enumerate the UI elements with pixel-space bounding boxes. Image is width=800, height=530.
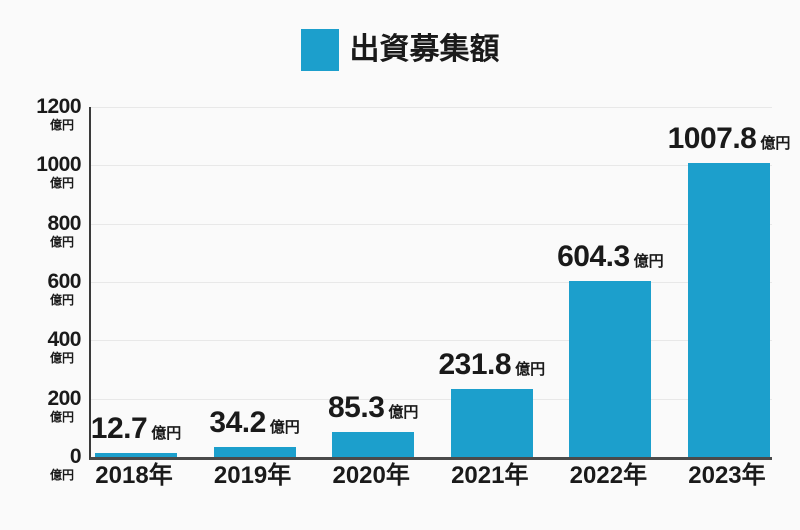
y-tick-label: 1200 億円 [5, 96, 81, 131]
y-tick-label: 1000 億円 [5, 154, 81, 189]
plot-area: 12.7 億円 34.2 億円 85.3 億円 231.8 億円 604.3 億円 1007.8 億円 [89, 107, 790, 460]
bars-container: 12.7 億円 34.2 億円 85.3 億円 231.8 億円 604.3 億円 1007.8 億円 [91, 107, 790, 457]
gridline [91, 223, 772, 225]
y-tick-value: 1000 [36, 153, 81, 177]
bar [332, 432, 415, 457]
y-tick-label: 0 億円 [5, 445, 82, 482]
x-axis-label: 2019年 [213, 462, 292, 489]
bar-value: 1007.8 [667, 122, 757, 156]
x-axis-label: 2023年 [688, 462, 766, 489]
bar-value-label: 12.7 億円 [91, 414, 181, 444]
y-tick-value: 0 [69, 445, 82, 468]
y-tick-value: 800 [47, 211, 81, 235]
y-tick-label: 600 億円 [5, 271, 81, 306]
bar-value-label: 604.3 億円 [557, 239, 664, 273]
y-tick-unit: 億円 [49, 176, 74, 191]
bar-slot-2021年: 231.8 億円 [438, 107, 545, 457]
bar-value-label: 231.8 億円 [438, 350, 545, 380]
bar-slot-2018年: 12.7 億円 [91, 107, 181, 457]
bar-value: 12.7 [90, 412, 148, 446]
bar [450, 389, 533, 457]
bar [213, 447, 296, 457]
y-tick-label: 800 億円 [5, 213, 81, 248]
bar-value-unit: 億円 [515, 361, 546, 379]
y-tick-unit: 億円 [49, 468, 74, 482]
x-axis-labels: 2018年 2019年 2020年 2021年 2022年 2023年 [89, 462, 770, 489]
x-axis-label: 2020年 [332, 462, 410, 489]
y-tick-value: 600 [47, 270, 81, 293]
bar-value-unit: 億円 [151, 425, 182, 443]
x-axis-label: 2022年 [569, 462, 648, 489]
bar-slot-2022年: 604.3 億円 [557, 107, 664, 457]
gridline [91, 165, 772, 167]
bar-value-label: 1007.8 億円 [668, 124, 791, 154]
gridline [91, 340, 772, 342]
bar-value-unit: 億円 [388, 404, 419, 422]
y-tick-unit: 億円 [49, 409, 74, 424]
bar [687, 163, 770, 457]
gridline [91, 107, 772, 108]
x-axis-label: 2021年 [451, 462, 529, 489]
y-tick-label: 400 億円 [5, 329, 81, 364]
chart-legend: 出資募集額 [0, 29, 800, 71]
bar-value: 231.8 [438, 348, 512, 382]
y-tick-value: 200 [47, 386, 81, 410]
bar-value-label: 85.3 億円 [328, 393, 418, 423]
gridline [91, 282, 772, 283]
bar-value-label: 34.2 億円 [209, 408, 299, 438]
bar-value: 85.3 [327, 391, 385, 425]
y-tick-value: 400 [47, 328, 81, 352]
y-tick-unit: 億円 [49, 118, 74, 132]
y-tick-label: 200 億円 [5, 388, 81, 423]
gridline [91, 398, 772, 400]
legend-swatch-icon [300, 29, 339, 71]
bar [569, 280, 652, 457]
y-tick-unit: 億円 [49, 234, 74, 249]
bar-value: 604.3 [557, 239, 630, 273]
bar-value: 34.2 [209, 406, 266, 440]
bar-value-unit: 億円 [633, 252, 664, 270]
legend-label: 出資募集額 [349, 33, 500, 66]
bar-value-unit: 億円 [760, 135, 791, 153]
bar-slot-2020年: 85.3 億円 [328, 107, 418, 457]
bar [95, 453, 177, 457]
y-tick-unit: 億円 [49, 351, 74, 366]
x-axis-label: 2018年 [95, 462, 173, 489]
bar-slot-2023年: 1007.8 億円 [668, 107, 790, 457]
bar-value-unit: 億円 [269, 419, 300, 437]
y-tick-unit: 億円 [49, 293, 74, 307]
bar-slot-2019年: 34.2 億円 [209, 107, 300, 457]
y-tick-value: 1200 [36, 95, 81, 118]
